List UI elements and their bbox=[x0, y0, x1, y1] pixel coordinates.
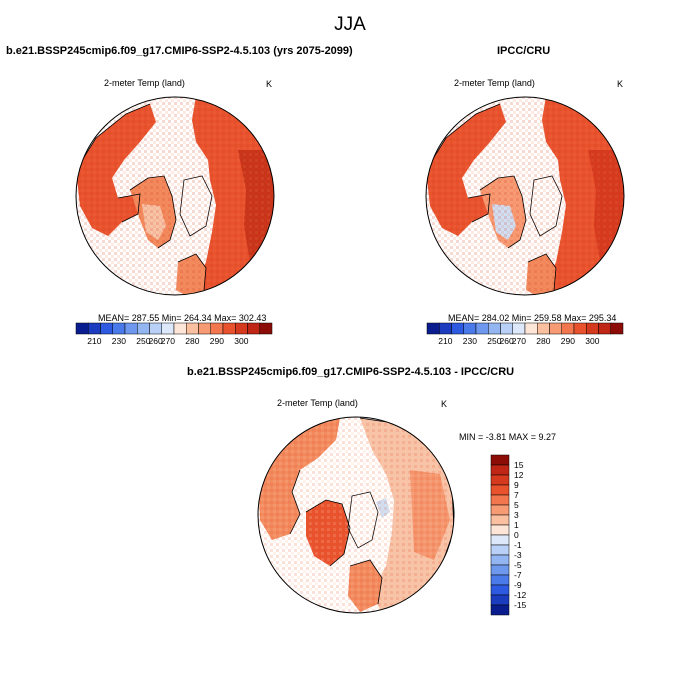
model-colorbar-color-box bbox=[88, 322, 101, 335]
obs-variable-label: 2-meter Temp (land) bbox=[454, 78, 535, 88]
diff-colorbar-color-box bbox=[490, 584, 510, 596]
model-colorbar-color-box bbox=[75, 322, 89, 335]
model-colorbar-tick-label: 230 bbox=[112, 336, 126, 346]
model-colorbar-color-box bbox=[173, 322, 187, 335]
obs-colorbar-tick-label: 210 bbox=[438, 336, 452, 346]
model-colorbar-color-box bbox=[149, 322, 162, 335]
obs-colorbar-color-box bbox=[451, 322, 464, 335]
obs-colorbar-color-box bbox=[586, 322, 599, 335]
obs-colorbar-color-box bbox=[426, 322, 440, 335]
obs-colorbar-tick-label: 230 bbox=[463, 336, 477, 346]
obs-stats: MEAN= 284.02 Min= 259.58 Max= 295.34 bbox=[448, 313, 617, 323]
diff-colorbar-tick-label: 9 bbox=[514, 480, 519, 490]
diff-colorbar-color-box bbox=[490, 534, 510, 546]
model-stats: MEAN= 287.55 Min= 264.34 Max= 302.43 bbox=[98, 313, 267, 323]
diff-colorbar-color-box bbox=[490, 564, 510, 576]
diff-colorbar-color-box bbox=[490, 454, 510, 466]
diff-colorbar-color-box bbox=[490, 604, 510, 616]
obs-colorbar-color-box bbox=[463, 322, 477, 335]
diff-colorbar-color-box bbox=[490, 544, 510, 556]
model-units-label: K bbox=[266, 79, 273, 89]
diff-colorbar-color-box bbox=[490, 514, 510, 526]
diff-units-label: K bbox=[441, 399, 448, 409]
diff-panel-title: b.e21.BSSP245cmip6.f09_g17.CMIP6-SSP2-4.… bbox=[187, 366, 515, 378]
diff-colorbar-color-box bbox=[490, 554, 510, 566]
obs-colorbar-color-box bbox=[537, 322, 550, 335]
diff-colorbar-tick-label: 5 bbox=[514, 500, 519, 510]
obs-colorbar-color-box bbox=[549, 322, 562, 335]
diff-map bbox=[257, 416, 455, 614]
model-colorbar-color-box bbox=[259, 322, 273, 335]
diff-colorbar-tick-label: -15 bbox=[514, 600, 527, 610]
model-colorbar-tick-label: 300 bbox=[234, 336, 248, 346]
diff-colorbar-tick-label: 0 bbox=[514, 530, 519, 540]
diff-colorbar-color-box bbox=[490, 474, 510, 486]
diff-colorbar-color-box bbox=[490, 574, 510, 586]
obs-colorbar-color-box bbox=[524, 322, 538, 335]
obs-colorbar-color-box bbox=[488, 322, 501, 335]
model-colorbar-color-box bbox=[112, 322, 126, 335]
model-map bbox=[75, 96, 275, 296]
obs-colorbar-color-box bbox=[475, 322, 489, 335]
diff-colorbar-color-box bbox=[490, 464, 510, 476]
obs-colorbar-color-box bbox=[439, 322, 452, 335]
model-colorbar-color-box bbox=[100, 322, 113, 335]
obs-colorbar-color-box bbox=[610, 322, 624, 335]
model-colorbar-color-box bbox=[247, 322, 260, 335]
obs-map bbox=[425, 96, 625, 296]
diff-colorbar-tick-label: 15 bbox=[514, 460, 524, 470]
model-colorbar-tick-label: 280 bbox=[185, 336, 199, 346]
obs-colorbar-tick-label: 280 bbox=[536, 336, 550, 346]
diff-colorbar-color-box bbox=[490, 494, 510, 506]
diff-colorbar-tick-label: -9 bbox=[514, 580, 522, 590]
diff-colorbar-tick-label: 1 bbox=[514, 520, 519, 530]
diff-colorbar-tick-label: -5 bbox=[514, 560, 522, 570]
diff-colorbar-tick-label: -3 bbox=[514, 550, 522, 560]
obs-panel-title: IPCC/CRU bbox=[497, 45, 551, 57]
obs-colorbar-tick-label: 290 bbox=[561, 336, 575, 346]
model-colorbar-color-box bbox=[222, 322, 236, 335]
obs-colorbar-tick-label: 300 bbox=[585, 336, 599, 346]
model-variable-label: 2-meter Temp (land) bbox=[104, 78, 185, 88]
model-colorbar-tick-label: 250 bbox=[136, 336, 150, 346]
obs-colorbar-color-box bbox=[573, 322, 587, 335]
diff-colorbar-color-box bbox=[490, 484, 510, 496]
diff-variable-label: 2-meter Temp (land) bbox=[277, 398, 358, 408]
diff-colorbar-tick-label: -12 bbox=[514, 590, 527, 600]
model-colorbar-tick-label: 290 bbox=[210, 336, 224, 346]
diff-stats: MIN = -3.81 MAX = 9.27 bbox=[459, 432, 557, 442]
model-colorbar-tick-label: 260 bbox=[149, 336, 163, 346]
diff-colorbar-color-box bbox=[490, 504, 510, 516]
model-colorbar-color-box bbox=[161, 322, 175, 335]
obs-colorbar-tick-label: 270 bbox=[512, 336, 526, 346]
diff-colorbar-color-box bbox=[490, 594, 510, 606]
diff-colorbar-tick-label: -7 bbox=[514, 570, 522, 580]
model-panel-title: b.e21.BSSP245cmip6.f09_g17.CMIP6-SSP2-4.… bbox=[6, 45, 353, 57]
obs-colorbar-color-box bbox=[561, 322, 575, 335]
model-colorbar-color-box bbox=[198, 322, 211, 335]
model-colorbar-color-box bbox=[186, 322, 199, 335]
diff-colorbar-tick-label: -1 bbox=[514, 540, 522, 550]
diff-colorbar-tick-label: 3 bbox=[514, 510, 519, 520]
diff-colorbar-color-box bbox=[490, 524, 510, 536]
obs-units-label: K bbox=[617, 79, 624, 89]
model-colorbar-color-box bbox=[137, 322, 150, 335]
obs-colorbar-color-box bbox=[512, 322, 526, 335]
model-colorbar-tick-label: 210 bbox=[87, 336, 101, 346]
obs-colorbar-color-box bbox=[500, 322, 513, 335]
model-colorbar-tick-label: 270 bbox=[161, 336, 175, 346]
diff-colorbar-tick-label: 7 bbox=[514, 490, 519, 500]
obs-colorbar-color-box bbox=[598, 322, 611, 335]
model-colorbar-color-box bbox=[124, 322, 138, 335]
model-colorbar-color-box bbox=[235, 322, 248, 335]
obs-colorbar-tick-label: 250 bbox=[487, 336, 501, 346]
diff-colorbar-tick-label: 12 bbox=[514, 470, 524, 480]
figure-title: JJA bbox=[334, 14, 366, 35]
obs-colorbar-tick-label: 260 bbox=[500, 336, 514, 346]
model-colorbar-color-box bbox=[210, 322, 224, 335]
